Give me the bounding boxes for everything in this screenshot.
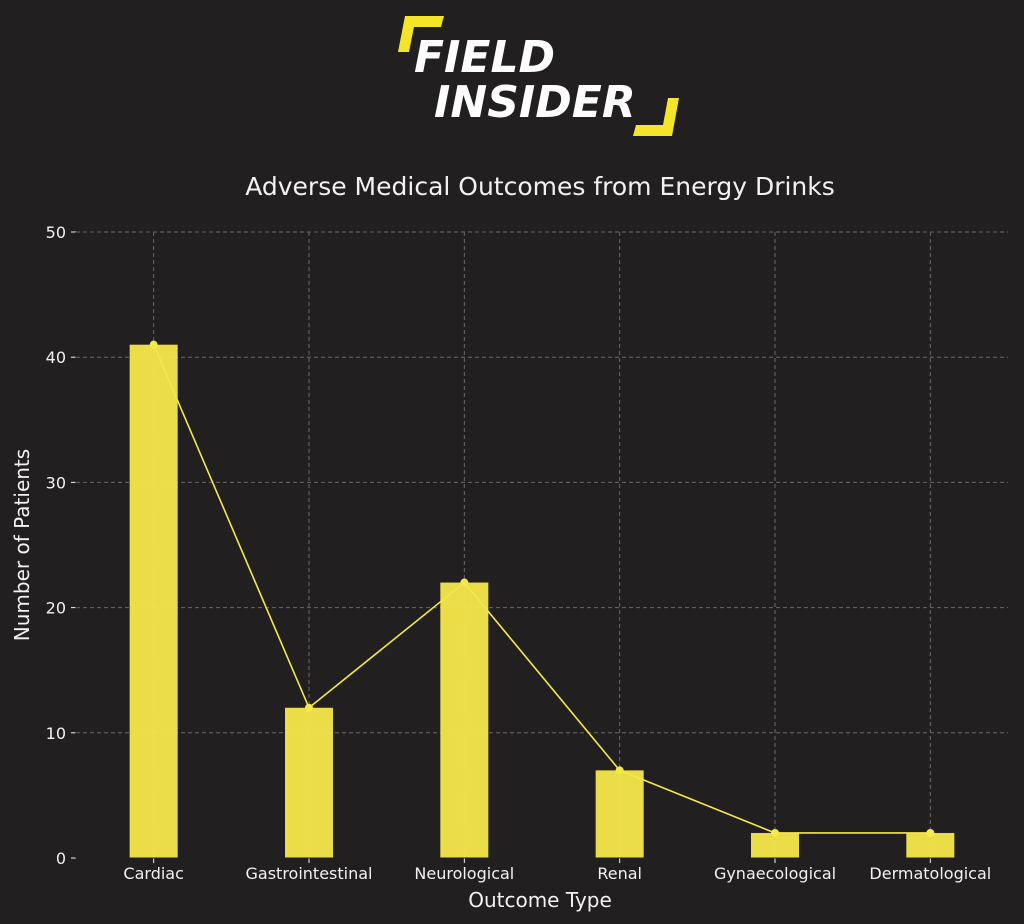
- point-renal: [615, 766, 624, 775]
- y-tick-label: 20: [46, 599, 66, 618]
- chart-title: Adverse Medical Outcomes from Energy Dri…: [245, 172, 835, 201]
- logo-line-1: FIELD: [414, 32, 555, 83]
- line-series: [149, 340, 935, 837]
- logo-line-2: INSIDER: [434, 77, 636, 128]
- x-tick-label: Gynaecological: [714, 864, 836, 883]
- x-tick-label: Renal: [597, 864, 642, 883]
- logo-bracket-top-left: [398, 16, 444, 52]
- y-axis-label: Number of Patients: [10, 449, 34, 641]
- logo-bracket-bottom-right: [633, 98, 679, 136]
- y-tick-label: 10: [46, 724, 66, 743]
- x-tick-label: Cardiac: [123, 864, 183, 883]
- bar-cardiac: [129, 344, 178, 858]
- bar-gynaecological: [751, 832, 799, 858]
- x-tick-label: Neurological: [414, 864, 514, 883]
- point-gynaecological: [771, 828, 779, 837]
- y-tick-label: 50: [46, 223, 66, 242]
- point-gastrointestinal: [305, 703, 313, 712]
- point-dermatological: [926, 828, 935, 837]
- bar-gastrointestinal: [285, 707, 333, 858]
- field-insider-logo: FIELD INSIDER: [398, 16, 679, 136]
- bar-renal: [595, 770, 644, 858]
- y-tick-label: 30: [46, 473, 66, 492]
- axes: 0 10 20 30 40 50 Cardiac Gastrointestinal Neurol…: [46, 223, 1008, 883]
- bar-neurological: [440, 582, 489, 858]
- y-tick-label: 40: [46, 348, 66, 367]
- grid-lines: [76, 231, 1008, 858]
- x-tick-label: Gastrointestinal: [246, 864, 373, 883]
- point-neurological: [460, 578, 469, 587]
- x-tick-label: Dermatological: [869, 864, 991, 883]
- y-tick-label: 0: [56, 849, 66, 868]
- point-cardiac: [149, 340, 158, 349]
- bar-series: [129, 344, 955, 858]
- x-axis-label: Outcome Type: [468, 888, 612, 912]
- bar-dermatological: [906, 832, 955, 858]
- trend-line: [152, 344, 931, 834]
